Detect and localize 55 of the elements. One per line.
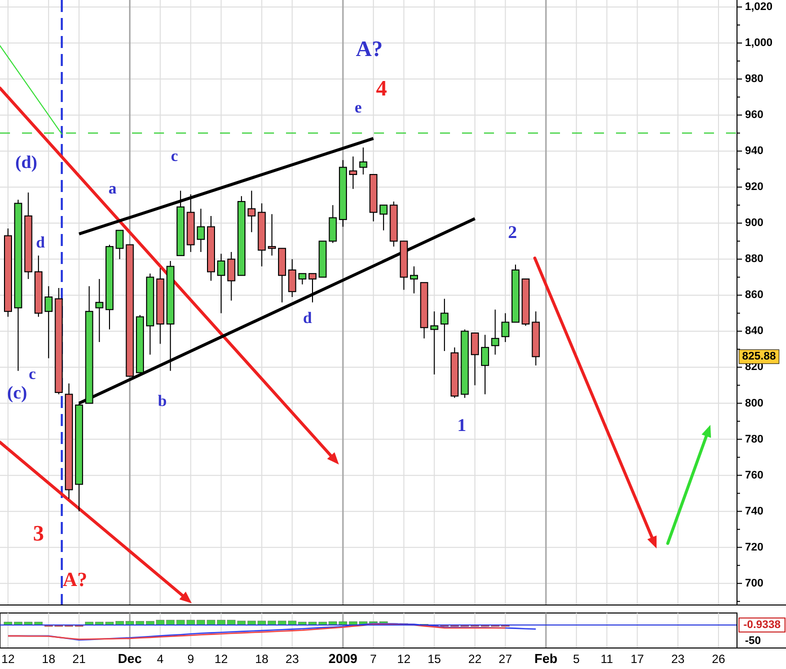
x-tick-label: 4	[156, 652, 164, 666]
y-tick-label: 740	[745, 505, 764, 518]
annotation: b	[158, 392, 167, 410]
x-tick-label: 5	[573, 652, 580, 666]
annotation: 4	[376, 76, 388, 101]
y-tick-label: 880	[745, 253, 764, 266]
text: -0.9338	[743, 619, 781, 631]
annotation: 1	[457, 414, 466, 435]
x-tick-label: 7	[370, 652, 378, 666]
text: -50	[745, 635, 761, 647]
x-tick-label: 23	[671, 652, 685, 666]
annotation: c	[28, 366, 36, 383]
annotation: a	[108, 180, 117, 198]
x-tick-label: 27	[498, 652, 512, 666]
y-tick-label: 780	[745, 433, 764, 446]
annotation: 825.88	[742, 350, 776, 363]
annotation: A?	[356, 36, 383, 61]
x-tick-label: 2009	[328, 651, 358, 666]
annotation: d	[302, 310, 312, 328]
annotation: (d)	[15, 152, 38, 172]
y-tick-label: 860	[745, 289, 764, 302]
y-tick-label: 900	[745, 217, 764, 230]
x-tick-label: 12	[214, 652, 228, 666]
x-tick-label: 21	[72, 652, 86, 666]
y-tick-label: 760	[745, 469, 764, 482]
y-tick-label: 840	[745, 325, 764, 338]
y-tick-label: 960	[745, 109, 764, 122]
x-tick-label: 23	[286, 652, 300, 666]
y-tick-label: 720	[745, 541, 764, 554]
y-tick-label: 800	[745, 397, 764, 410]
x-tick-label: 11	[600, 652, 614, 666]
x-tick-label: 18	[255, 652, 269, 666]
annotation: (c)	[7, 382, 28, 402]
x-tick-label: 15	[428, 652, 442, 666]
y-tick-label: 1,020	[745, 1, 773, 13]
x-tick-label: Dec	[118, 651, 142, 666]
x-tick-label: 22	[468, 652, 482, 666]
annotation: e	[354, 99, 362, 116]
annotation: A?	[62, 568, 88, 591]
annotation: c	[170, 148, 178, 165]
y-tick-label: 920	[745, 181, 764, 194]
y-tick-label: 980	[745, 73, 764, 86]
x-tick-label: 12	[397, 652, 411, 666]
x-tick-label: 12	[1, 652, 15, 666]
x-tick-label: 26	[712, 652, 726, 666]
annotation: 3	[32, 520, 44, 546]
y-tick-label: 700	[745, 577, 764, 590]
annotation: d	[36, 234, 46, 252]
annotation: 2	[508, 222, 517, 242]
x-tick-label: 9	[187, 652, 194, 666]
x-tick-label: 18	[42, 652, 56, 666]
y-tick-label: 1,000	[745, 37, 773, 50]
y-tick-label: 940	[745, 145, 764, 158]
x-tick-label: 17	[630, 652, 644, 666]
x-tick-label: Feb	[534, 651, 558, 666]
